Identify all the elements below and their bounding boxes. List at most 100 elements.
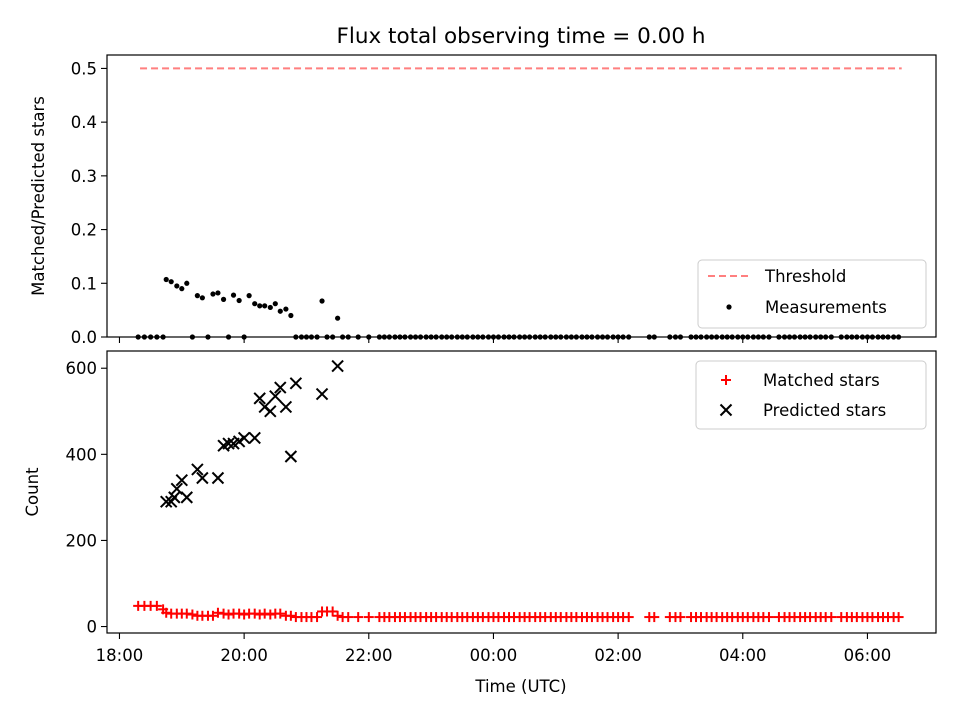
measurement-point bbox=[267, 304, 273, 311]
matched-star-point bbox=[826, 612, 837, 623]
legend-matched-swatch bbox=[721, 375, 731, 385]
measurement-point bbox=[319, 298, 325, 304]
bottom-y-axis-label: Count bbox=[23, 467, 42, 517]
bottom-axes-frame bbox=[106, 350, 937, 634]
measurement-point bbox=[335, 315, 341, 321]
y-tick-label: 0 bbox=[87, 618, 98, 637]
y-tick-label: 400 bbox=[66, 445, 98, 464]
predicted-star-point bbox=[211, 471, 225, 485]
matched-star-point bbox=[343, 612, 354, 623]
legend-measurements-swatch bbox=[726, 304, 732, 310]
matched-star-point bbox=[675, 612, 686, 623]
predicted-star-point bbox=[264, 405, 277, 418]
x-tick-label: 20:00 bbox=[220, 646, 268, 665]
y-tick-label: 0.1 bbox=[71, 274, 97, 293]
bottom-legend: Matched stars Predicted stars bbox=[695, 360, 927, 430]
top-x-ticks bbox=[118, 337, 868, 343]
top-axes-frame bbox=[106, 54, 937, 338]
measurement-point bbox=[210, 291, 216, 297]
x-tick-label: 06:00 bbox=[844, 646, 892, 665]
bottom-panel: Count Time (UTC) 0 200 400 600 18:00 20:00 22… bbox=[23, 350, 937, 696]
measurement-point bbox=[283, 306, 289, 312]
measurement-point bbox=[199, 295, 205, 301]
predicted-star-point bbox=[248, 431, 261, 445]
y-tick-label: 0.5 bbox=[71, 59, 97, 78]
x-tick-label: 02:00 bbox=[594, 646, 642, 665]
bottom-x-ticks: 18:00 20:00 22:00 00:00 02:00 04:00 06:00 bbox=[96, 633, 892, 665]
matched-star-point bbox=[187, 609, 198, 620]
matched-star-point bbox=[893, 612, 904, 623]
predicted-star-point bbox=[175, 473, 189, 487]
x-tick-label: 22:00 bbox=[345, 646, 393, 665]
measurement-point bbox=[246, 293, 252, 299]
legend-predicted-swatch bbox=[719, 403, 733, 417]
y-tick-label: 0.2 bbox=[71, 221, 97, 240]
matched-star-point bbox=[363, 612, 374, 623]
predicted-star-point bbox=[284, 450, 298, 463]
matched-star-point bbox=[151, 600, 162, 611]
top-y-ticks: 0.0 0.1 0.2 0.3 0.4 0.5 bbox=[71, 59, 107, 347]
legend-predicted-label: Predicted stars bbox=[763, 401, 886, 420]
predicted-star-point bbox=[160, 495, 173, 508]
measurement-point bbox=[262, 303, 268, 309]
matched-star-point bbox=[275, 608, 286, 619]
matched-star-point bbox=[623, 612, 634, 623]
measurement-point bbox=[220, 296, 227, 302]
legend-box bbox=[695, 360, 927, 430]
predicted-star-point bbox=[168, 491, 181, 504]
predicted-star-point bbox=[279, 400, 293, 414]
matched-star-point bbox=[353, 612, 364, 623]
measurement-point bbox=[288, 312, 294, 319]
y-tick-label: 0.3 bbox=[71, 167, 97, 186]
bottom-y-ticks: 0 200 400 600 bbox=[66, 359, 107, 637]
measurement-point bbox=[230, 292, 237, 298]
top-legend: Threshold Measurements bbox=[697, 259, 927, 329]
matched-star-point bbox=[332, 610, 343, 621]
measurement-point bbox=[168, 279, 174, 285]
measurement-point bbox=[236, 297, 242, 304]
x-axis-label: Time (UTC) bbox=[474, 677, 566, 696]
matched-star-point bbox=[285, 610, 296, 621]
top-y-axis-label: Matched/Predicted stars bbox=[29, 96, 48, 296]
x-tick-label: 04:00 bbox=[719, 646, 767, 665]
y-tick-label: 0.4 bbox=[71, 113, 97, 132]
predicted-star-point bbox=[253, 392, 266, 405]
matched-star-point bbox=[312, 612, 323, 623]
predicted-star-point bbox=[180, 491, 193, 504]
legend-matched-label: Matched stars bbox=[763, 371, 880, 390]
measurement-point bbox=[194, 293, 200, 299]
predicted-star-point bbox=[170, 482, 184, 495]
y-tick-label: 200 bbox=[66, 531, 98, 550]
predicted-star-point bbox=[315, 387, 329, 401]
x-tick-label: 18:00 bbox=[96, 646, 144, 665]
x-tick-label: 00:00 bbox=[470, 646, 518, 665]
top-panel: Flux total observing time = 0.00 h Match… bbox=[29, 24, 937, 347]
matched-star-point bbox=[649, 612, 660, 623]
bottom-plot-marks bbox=[133, 359, 904, 623]
predicted-star-point bbox=[274, 381, 287, 394]
measurement-point bbox=[272, 301, 278, 307]
measurement-point bbox=[184, 280, 190, 286]
predicted-star-point bbox=[222, 437, 235, 450]
legend-box bbox=[697, 259, 927, 329]
legend-measurements-label: Measurements bbox=[765, 298, 887, 317]
predicted-star-point bbox=[269, 389, 282, 403]
legend-threshold-label: Threshold bbox=[764, 267, 846, 286]
measurement-point bbox=[163, 276, 169, 283]
measurement-point bbox=[174, 283, 180, 289]
measurement-point bbox=[252, 301, 258, 307]
y-tick-label: 0.0 bbox=[71, 328, 97, 347]
chart-title: Flux total observing time = 0.00 h bbox=[337, 24, 706, 49]
matched-star-point bbox=[763, 612, 774, 623]
predicted-star-point bbox=[191, 463, 204, 476]
measurement-point bbox=[277, 308, 283, 314]
predicted-star-point bbox=[289, 377, 303, 390]
predicted-star-point bbox=[331, 359, 344, 373]
measurement-point bbox=[179, 286, 185, 292]
y-tick-label: 600 bbox=[66, 359, 98, 378]
predicted-star-point bbox=[196, 471, 209, 485]
measurement-point bbox=[257, 303, 263, 309]
measurement-point bbox=[215, 290, 221, 296]
predicted-star-point bbox=[237, 431, 251, 445]
